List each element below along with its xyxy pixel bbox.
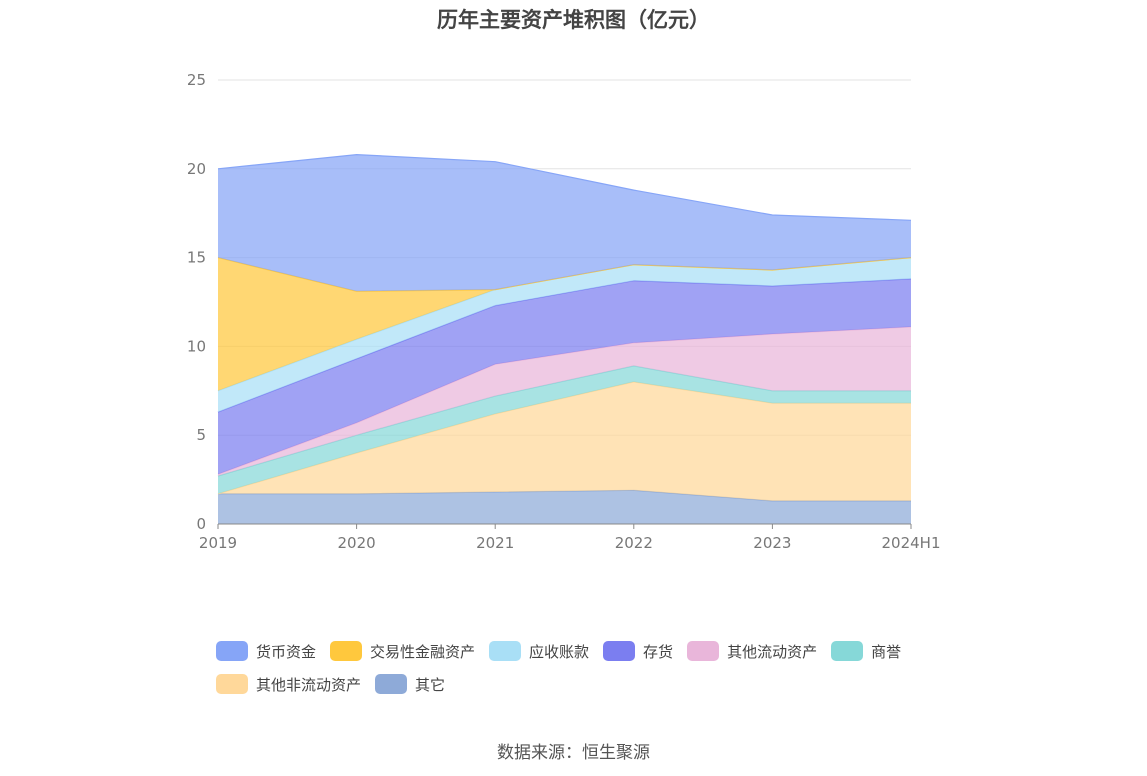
area-series-4[interactable] [218, 278, 911, 475]
legend-swatch [330, 641, 363, 661]
legend-label: 商誉 [871, 642, 902, 661]
legend-label: 其它 [415, 675, 446, 694]
y-tick-label: 0 [196, 515, 206, 533]
x-tick-label: 2022 [615, 534, 653, 552]
legend-item[interactable]: 货币资金 [216, 641, 316, 662]
legend-swatch [687, 641, 720, 661]
area-series-3[interactable] [218, 326, 911, 476]
legend: 货币资金 交易性金融资产 应收账款 存货 其他流动资产 商誉其他非流动资产 其它 [216, 640, 976, 706]
x-tick-label: 2024H1 [882, 534, 941, 552]
legend-item[interactable]: 其它 [375, 674, 445, 695]
chart-title: 历年主要资产堆积图（亿元） [437, 8, 710, 32]
legend-item[interactable]: 商誉 [831, 641, 901, 662]
legend-label: 应收账款 [529, 642, 590, 661]
x-tick-label: 2020 [338, 534, 376, 552]
legend-swatch [216, 674, 248, 694]
legend-item[interactable]: 交易性金融资产 [330, 641, 475, 662]
x-tick-label: 2021 [476, 534, 514, 552]
legend-item[interactable]: 存货 [603, 641, 673, 662]
y-tick-label: 15 [187, 249, 206, 267]
y-tick-label: 10 [187, 337, 206, 355]
legend-label: 货币资金 [256, 642, 317, 661]
legend-label: 交易性金融资产 [370, 642, 476, 661]
x-tick-label: 2019 [199, 534, 237, 552]
legend-row: 其他非流动资产 其它 [216, 673, 976, 695]
y-tick-label: 5 [196, 426, 206, 444]
legend-swatch [489, 641, 522, 661]
data-source-note: 数据来源：恒生聚源 [497, 743, 650, 763]
area-series-layer [217, 153, 912, 524]
legend-label: 其他流动资产 [727, 642, 818, 661]
legend-swatch [831, 641, 864, 661]
legend-label: 其他非流动资产 [256, 675, 362, 694]
area-series-5[interactable] [218, 257, 911, 413]
legend-item[interactable]: 其他流动资产 [687, 641, 817, 662]
y-tick-label: 20 [187, 160, 206, 178]
legend-swatch [216, 641, 248, 661]
legend-swatch [603, 641, 636, 661]
legend-item[interactable]: 应收账款 [489, 641, 589, 662]
legend-label: 存货 [643, 642, 674, 661]
area-series-1[interactable] [218, 381, 911, 501]
y-tick-label: 25 [187, 71, 206, 89]
legend-item[interactable]: 其他非流动资产 [216, 674, 361, 695]
legend-swatch [375, 674, 408, 694]
axes: 0 5 10 15 20 25 2019 2020 2021 2022 2023 2024H1 [187, 71, 941, 552]
area-series-7[interactable] [218, 154, 911, 292]
legend-row: 货币资金 交易性金融资产 应收账款 存货 其他流动资产 商誉 [216, 640, 976, 662]
area-series-edge-7 [217, 153, 912, 221]
area-series-2[interactable] [218, 365, 911, 494]
x-tick-label: 2023 [753, 534, 791, 552]
